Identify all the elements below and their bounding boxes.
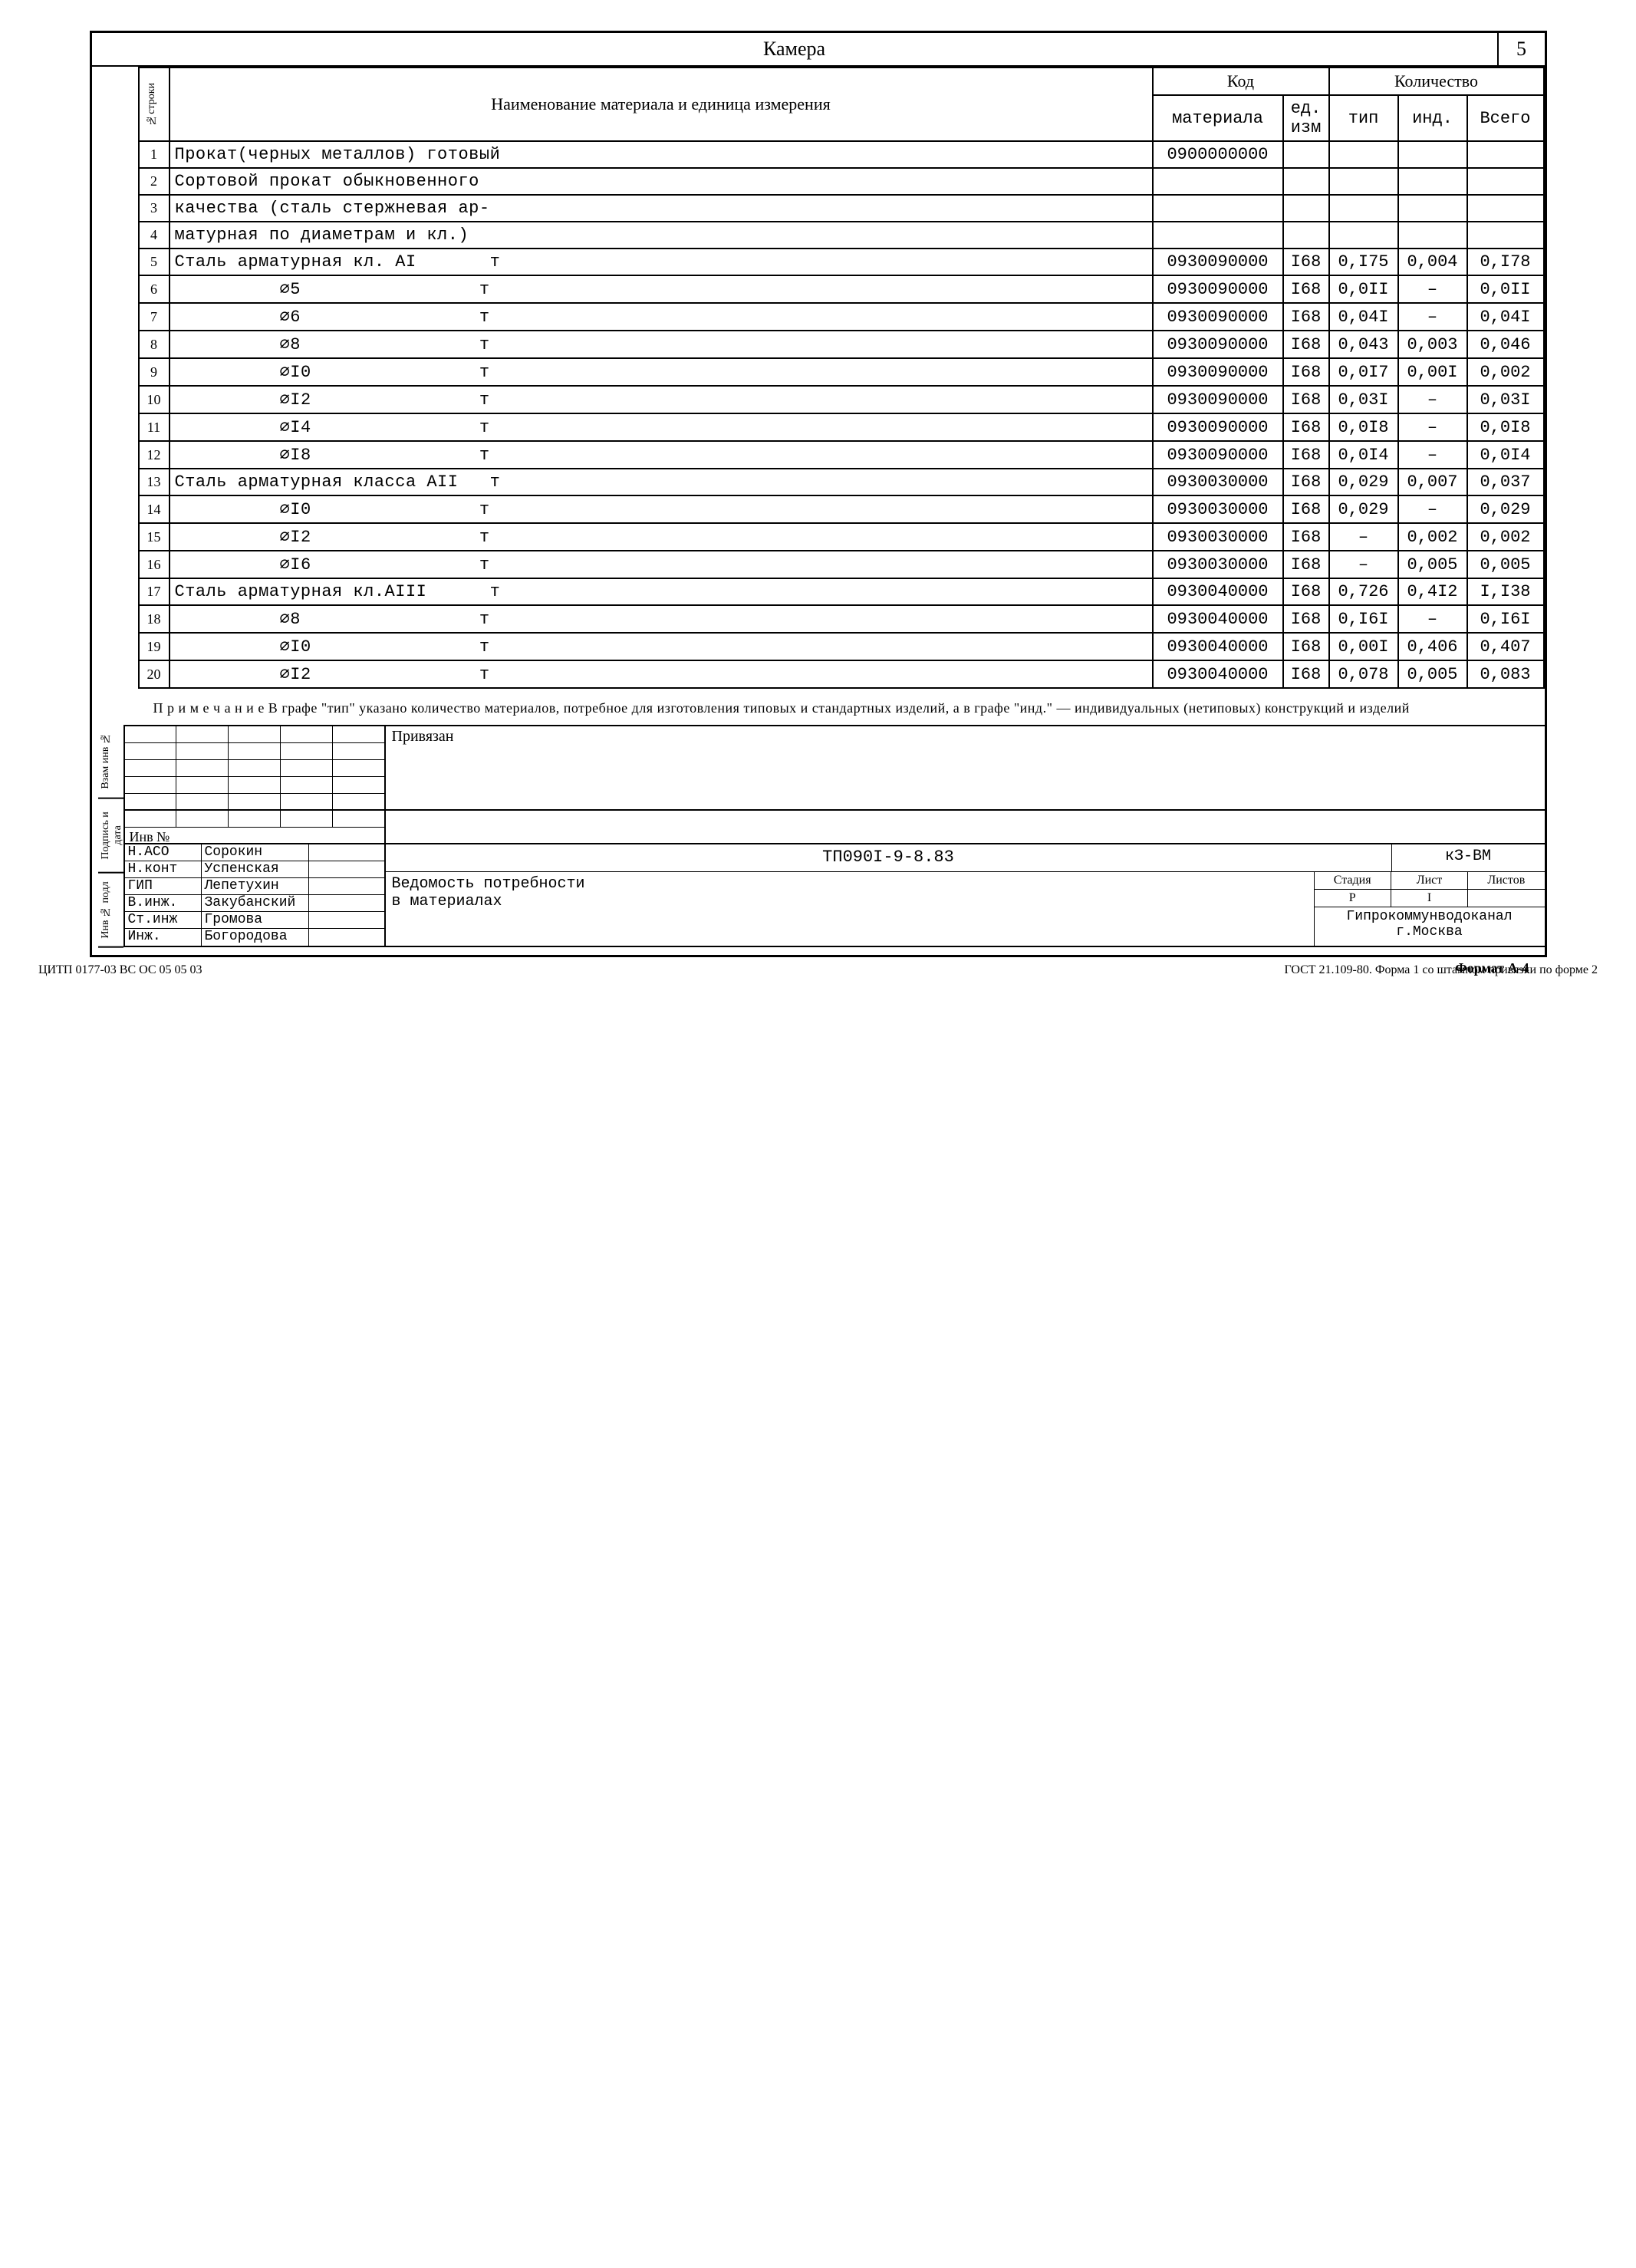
title-block: Н.АСОСорокинН.контУспенскаяГИПЛепетухинВ… (125, 844, 1545, 947)
col-ind-header: инд. (1398, 95, 1467, 141)
col-total-header: Всего (1467, 95, 1544, 141)
table-row: 8 ⌀8 т0930090000I680,0430,0030,046 (139, 331, 1544, 358)
signature-table: Н.АСОСорокинН.контУспенскаяГИПЛепетухинВ… (125, 844, 386, 946)
signature-row: Инж.Богородова (125, 929, 384, 946)
table-row: 2Сортовой прокат обыкновенного (139, 168, 1544, 195)
table-row: 13Сталь арматурная класса АII т093003000… (139, 469, 1544, 495)
col-material-header: материала (1153, 95, 1283, 141)
col-qty-header: Количество (1329, 67, 1544, 95)
doc-section-title: Камера (92, 33, 1499, 65)
table-row: 17Сталь арматурная кл.АIII т0930040000I6… (139, 578, 1544, 605)
doc-title: Ведомость потребности в материалах (386, 872, 1315, 946)
table-row: 15 ⌀I2 т0930030000I68–0,0020,002 (139, 523, 1544, 551)
signature-row: Н.АСОСорокин (125, 844, 384, 861)
side-labels: Взам инв № Подпись и дата Инв № подл (98, 725, 125, 947)
materials-table: №строки Наименование материала и единица… (138, 67, 1545, 689)
table-row: 9 ⌀I0 т0930090000I680,0I70,00I0,002 (139, 358, 1544, 386)
footer-left: ЦИТП 0177-03 ВС ОС 05 05 03 (38, 963, 202, 977)
col-unit-header: ед. изм (1283, 95, 1329, 141)
doc-alt-code: кЗ-ВМ (1391, 844, 1545, 871)
signature-row: ГИПЛепетухин (125, 878, 384, 895)
col-type-header: тип (1329, 95, 1398, 141)
side-label: Подпись и дата (98, 799, 123, 874)
col-name-header: Наименование материала и единица измерен… (170, 67, 1153, 141)
table-row: 19 ⌀I0 т0930040000I680,00I0,4060,407 (139, 633, 1544, 660)
signature-row: В.инж.Закубанский (125, 895, 384, 912)
table-row: 1Прокат(черных металлов) готовый09000000… (139, 141, 1544, 168)
side-label: Инв № подл (98, 874, 123, 948)
table-row: 18 ⌀8 т0930040000I680,I6I–0,I6I (139, 605, 1544, 633)
table-row: 5Сталь арматурная кл. АI т0930090000I680… (139, 249, 1544, 275)
page-number: 5 (1499, 33, 1545, 65)
header: Камера 5 (92, 33, 1545, 67)
table-row: 10 ⌀I2 т0930090000I680,03I–0,03I (139, 386, 1544, 413)
footer: ЦИТП 0177-03 ВС ОС 05 05 03 ГОСТ 21.109-… (31, 960, 1605, 977)
format-label: Формат А-4 (1455, 960, 1529, 976)
table-row: 7 ⌀6 т0930090000I680,04I–0,04I (139, 303, 1544, 331)
table-row: 6 ⌀5 т0930090000I680,0II–0,0II (139, 275, 1544, 303)
stamp-area: Взам инв № Подпись и дата Инв № подл При… (98, 725, 1545, 947)
col-rownum-header: №строки (144, 81, 160, 127)
table-row: 12 ⌀I8 т0930090000I680,0I4–0,0I4 (139, 441, 1544, 469)
side-label: Взам инв № (98, 725, 123, 799)
inv-row: Инв № (125, 811, 1545, 844)
table-row: 16 ⌀I6 т0930030000I68–0,0050,005 (139, 551, 1544, 578)
table-row: 14 ⌀I0 т0930030000I680,029–0,029 (139, 495, 1544, 523)
col-code-header: Код (1153, 67, 1329, 95)
page-frame: Камера 5 №строки Наименование материала … (90, 31, 1547, 957)
signature-row: Н.контУспенская (125, 861, 384, 878)
footer-right: ГОСТ 21.109-80. Форма 1 со штампом привя… (1284, 963, 1598, 977)
binding-block: Привязан (125, 726, 1545, 811)
meta-box: Стадия Лист Листов Р I Гипрокоммунводока… (1315, 872, 1545, 946)
table-row: 4матурная по диаметрам и кл.) (139, 222, 1544, 249)
table-row: 3качества (сталь стержневая ар- (139, 195, 1544, 222)
note-text: П р и м е ч а н и е В графе "тип" указан… (153, 699, 1529, 717)
table-row: 11 ⌀I4 т0930090000I680,0I8–0,0I8 (139, 413, 1544, 441)
doc-code: ТП090I-9-8.83 (386, 844, 1391, 871)
table-row: 20 ⌀I2 т0930040000I680,0780,0050,083 (139, 660, 1544, 688)
binding-label: Привязан (386, 726, 1545, 809)
signature-row: Ст.инжГромова (125, 912, 384, 929)
